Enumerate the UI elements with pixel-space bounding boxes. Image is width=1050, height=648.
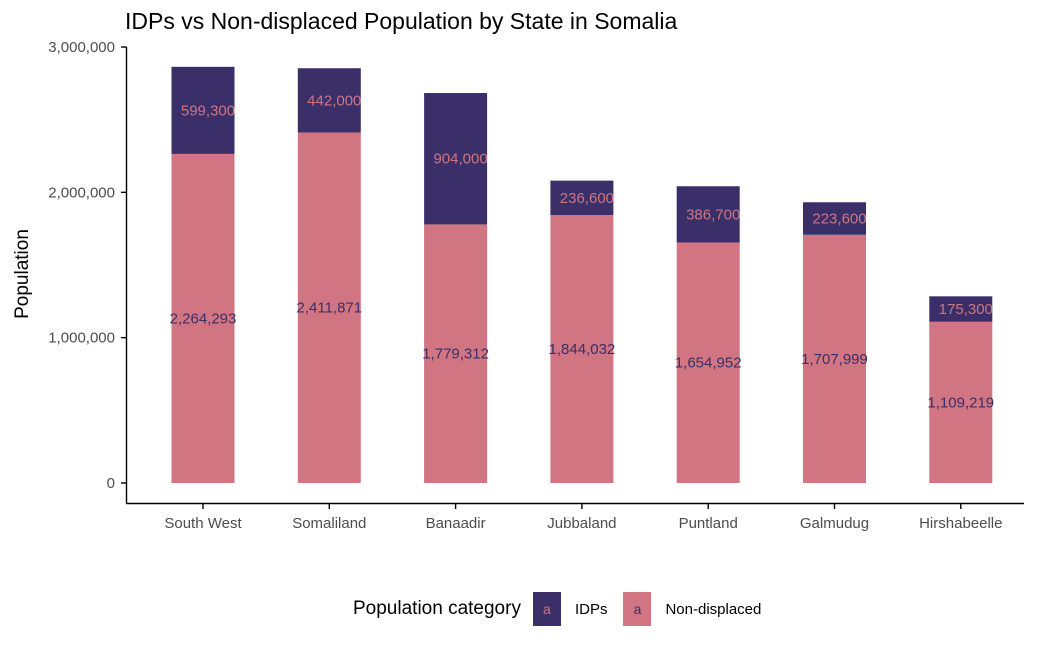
bar-non-displaced-jubbaland — [550, 215, 614, 484]
bar-idps-somaliland — [297, 68, 361, 133]
legend-key-non-displaced: a — [623, 592, 652, 626]
y-tick-label: 1,000,000 — [48, 330, 115, 347]
data-label-idps-jubbaland: 236,600 — [560, 190, 614, 207]
y-tick-label: 0 — [107, 475, 115, 492]
data-label-non-displaced-somaliland: 2,411,871 — [296, 300, 362, 317]
stacked-bar-chart: 2,264,293 599,300 2,411,871 442,000 1,779,31… — [12, 39, 1024, 532]
axes-layer — [125, 47, 1024, 505]
bar-idps-jubbaland — [550, 180, 614, 216]
data-label-non-displaced-hirshabeelle: 1,109,219 — [927, 394, 994, 411]
bar-idps-galmudug — [803, 202, 866, 235]
data-label-non-displaced-galmudug: 1,707,999 — [801, 351, 868, 368]
x-tick-label-galmudug: Galmudug — [800, 515, 869, 532]
bar-non-displaced-somaliland — [297, 132, 361, 484]
legend: Population category a IDPs a Non-displac… — [353, 592, 777, 626]
y-tick-label: 3,000,000 — [48, 39, 115, 56]
legend-label-idps: IDPs — [574, 600, 608, 618]
legend-key-idps: a — [532, 592, 561, 626]
data-label-idps-puntland: 386,700 — [686, 206, 740, 223]
bar-non-displaced-banaadir — [424, 224, 488, 483]
bars-layer — [171, 66, 993, 484]
data-label-non-displaced-jubbaland: 1,844,032 — [549, 341, 616, 358]
x-tick-label-banaadir: Banaadir — [426, 515, 486, 532]
y-axis-title: Population — [12, 229, 33, 319]
x-ticks-layer: South West Somaliland Banaadir Jubbaland Pun… — [164, 503, 1002, 532]
bar-non-displaced-south-west — [171, 153, 235, 484]
bar-non-displaced-galmudug — [803, 234, 866, 483]
y-tick-label: 2,000,000 — [48, 184, 115, 201]
bar-idps-puntland — [676, 186, 740, 243]
x-tick-label-jubbaland: Jubbaland — [547, 515, 616, 532]
data-label-idps-banaadir: 904,000 — [433, 151, 487, 168]
x-tick-label-hirshabeelle: Hirshabeelle — [919, 515, 1002, 532]
data-label-idps-somaliland: 442,000 — [307, 92, 361, 109]
data-label-non-displaced-puntland: 1,654,952 — [675, 355, 742, 372]
bar-non-displaced-hirshabeelle — [929, 321, 993, 483]
bar-labels-layer: 2,264,293 599,300 2,411,871 442,000 1,779,31… — [170, 92, 995, 411]
data-label-non-displaced-south-west: 2,264,293 — [170, 310, 237, 327]
legend-label-non-displaced: Non-displaced — [665, 600, 762, 618]
bar-non-displaced-puntland — [676, 242, 740, 483]
bar-idps-banaadir — [424, 93, 488, 225]
data-label-non-displaced-banaadir: 1,779,312 — [422, 346, 489, 363]
data-label-idps-galmudug: 223,600 — [812, 211, 866, 228]
data-label-idps-hirshabeelle: 175,300 — [939, 301, 993, 318]
legend-title: Population category — [353, 598, 521, 619]
data-label-idps-south-west: 599,300 — [181, 102, 235, 119]
x-tick-label-somaliland: Somaliland — [292, 515, 366, 532]
bar-idps-south-west — [171, 66, 235, 154]
chart-title: IDPs vs Non-displaced Population by Stat… — [125, 8, 678, 34]
x-tick-label-south-west: South West — [164, 515, 242, 532]
y-ticks-layer: 0 1,000,000 2,000,000 3,000,000 — [48, 39, 127, 492]
bar-idps-hirshabeelle — [929, 296, 993, 322]
x-tick-label-puntland: Puntland — [679, 515, 738, 532]
